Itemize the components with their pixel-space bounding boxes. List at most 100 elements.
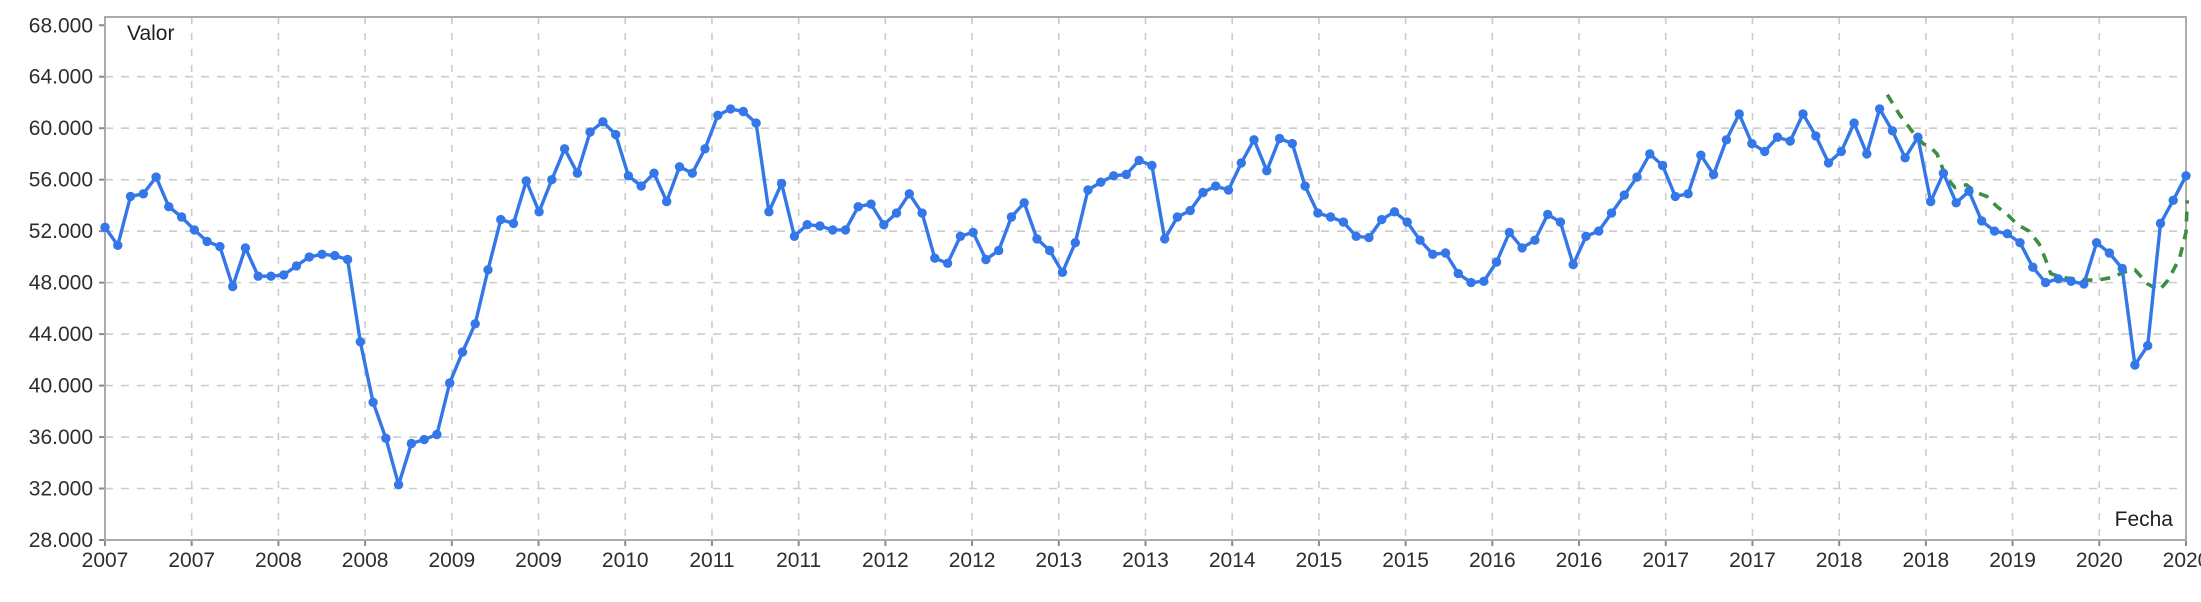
data-point[interactable]: [1262, 166, 1272, 176]
data-point[interactable]: [202, 236, 212, 247]
data-point[interactable]: [1887, 126, 1898, 136]
data-point[interactable]: [100, 222, 110, 232]
data-point[interactable]: [483, 265, 493, 275]
data-point[interactable]: [1900, 153, 1910, 163]
data-point[interactable]: [1121, 169, 1132, 180]
data-point[interactable]: [1466, 277, 1476, 288]
data-point[interactable]: [228, 281, 238, 292]
data-point[interactable]: [304, 252, 314, 262]
data-point[interactable]: [1006, 212, 1017, 222]
data-point[interactable]: [1619, 190, 1630, 200]
data-point[interactable]: [2015, 238, 2025, 248]
data-point[interactable]: [2028, 262, 2038, 272]
data-point[interactable]: [2091, 238, 2102, 248]
data-point[interactable]: [572, 168, 583, 178]
data-point[interactable]: [1313, 208, 1323, 218]
data-point[interactable]: [317, 249, 327, 259]
data-point[interactable]: [279, 270, 289, 280]
data-point[interactable]: [1402, 217, 1412, 227]
data-point[interactable]: [1096, 177, 1106, 187]
data-point[interactable]: [342, 254, 353, 265]
data-point[interactable]: [930, 253, 940, 263]
data-point[interactable]: [1185, 205, 1195, 216]
data-point[interactable]: [1108, 171, 1119, 181]
data-point[interactable]: [445, 378, 455, 388]
data-point[interactable]: [2053, 274, 2063, 284]
data-point[interactable]: [1491, 257, 1502, 267]
data-point[interactable]: [1415, 235, 1425, 245]
data-point[interactable]: [330, 250, 340, 261]
data-point[interactable]: [1070, 238, 1081, 248]
data-point[interactable]: [406, 438, 417, 449]
data-point[interactable]: [368, 397, 378, 407]
data-point[interactable]: [253, 271, 263, 281]
data-point[interactable]: [381, 433, 391, 443]
data-point[interactable]: [853, 202, 863, 212]
data-point[interactable]: [789, 231, 800, 241]
data-point[interactable]: [636, 181, 646, 191]
data-point[interactable]: [968, 227, 978, 238]
data-point[interactable]: [215, 241, 225, 252]
data-point[interactable]: [1236, 158, 1247, 168]
data-point[interactable]: [1453, 268, 1464, 279]
data-point[interactable]: [1568, 259, 1578, 270]
data-point[interactable]: [1364, 232, 1374, 243]
data-point[interactable]: [662, 196, 672, 207]
data-point[interactable]: [1849, 118, 1859, 128]
data-point[interactable]: [534, 207, 544, 217]
data-point[interactable]: [1823, 158, 1834, 168]
data-point[interactable]: [1747, 138, 1757, 149]
data-point[interactable]: [1772, 132, 1783, 142]
data-point[interactable]: [776, 178, 787, 189]
data-point[interactable]: [291, 261, 302, 271]
data-point[interactable]: [1581, 231, 1591, 241]
data-point[interactable]: [1428, 249, 1438, 259]
data-point[interactable]: [1594, 226, 1604, 236]
data-point[interactable]: [1964, 186, 1974, 196]
data-point[interactable]: [1351, 231, 1361, 241]
data-point[interactable]: [1543, 209, 1553, 220]
data-point[interactable]: [151, 172, 161, 182]
data-point[interactable]: [1300, 181, 1310, 191]
data-point[interactable]: [1172, 212, 1183, 222]
data-point[interactable]: [1670, 191, 1681, 202]
data-point[interactable]: [725, 104, 736, 114]
data-point[interactable]: [1160, 234, 1170, 244]
data-point[interactable]: [623, 171, 634, 181]
data-point[interactable]: [2130, 360, 2140, 370]
data-point[interactable]: [700, 144, 710, 154]
data-point[interactable]: [1657, 160, 1668, 171]
data-point[interactable]: [2181, 171, 2191, 181]
data-point[interactable]: [1134, 155, 1144, 166]
data-point[interactable]: [611, 129, 621, 140]
data-point[interactable]: [1249, 135, 1259, 145]
data-point[interactable]: [840, 225, 851, 235]
data-point[interactable]: [1683, 189, 1693, 199]
data-point[interactable]: [904, 189, 914, 199]
data-point[interactable]: [1696, 150, 1706, 160]
data-point[interactable]: [2104, 248, 2115, 258]
data-point[interactable]: [125, 191, 136, 202]
data-point[interactable]: [1708, 169, 1719, 180]
data-point[interactable]: [1555, 217, 1566, 227]
data-point[interactable]: [176, 212, 187, 222]
data-point[interactable]: [1645, 149, 1655, 159]
data-point[interactable]: [598, 117, 608, 127]
data-point[interactable]: [432, 429, 442, 440]
data-point[interactable]: [355, 337, 365, 347]
data-point[interactable]: [1977, 216, 1987, 226]
data-point[interactable]: [751, 118, 761, 128]
data-point[interactable]: [1606, 208, 1617, 218]
data-point[interactable]: [1836, 146, 1847, 157]
data-point[interactable]: [1440, 248, 1451, 258]
data-point[interactable]: [1325, 212, 1336, 222]
data-point[interactable]: [1517, 243, 1527, 253]
data-point[interactable]: [547, 175, 557, 185]
data-point[interactable]: [2079, 279, 2089, 289]
data-point[interactable]: [2002, 229, 2013, 239]
data-point[interactable]: [1874, 104, 1885, 114]
data-point[interactable]: [496, 214, 506, 225]
data-point[interactable]: [815, 221, 825, 231]
data-point[interactable]: [164, 202, 174, 212]
data-point[interactable]: [1032, 234, 1042, 244]
